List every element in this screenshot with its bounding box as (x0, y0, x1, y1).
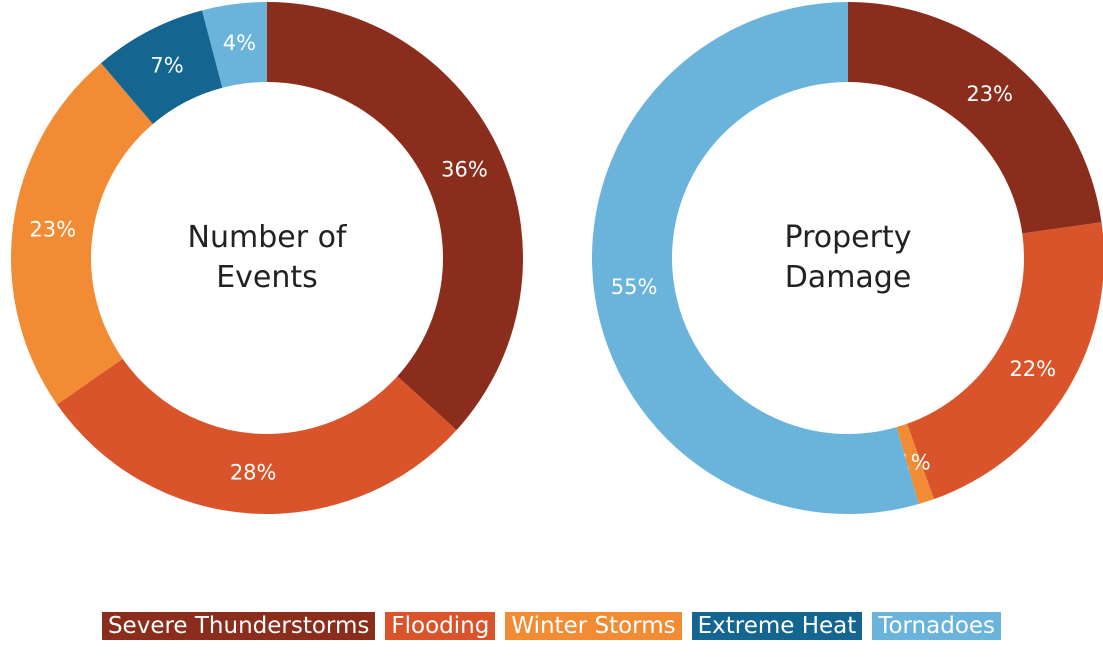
legend-item: Extreme Heat (691, 612, 863, 640)
legend-item: Severe Thunderstorms (101, 612, 376, 640)
slice (10, 63, 153, 405)
slice (267, 2, 523, 431)
slice-label: 7% (150, 53, 183, 77)
charts: 36%28%23%7%4%23%22%1%55% (10, 2, 1103, 514)
slice-label: 23% (29, 217, 76, 241)
legend-item: Winter Storms (505, 612, 682, 640)
slice (591, 2, 919, 514)
slice (907, 222, 1103, 500)
slice (896, 423, 934, 505)
slice-label: 36% (441, 158, 488, 182)
slice-label: 55% (611, 275, 658, 299)
legend-item: Tornadoes (872, 612, 1002, 640)
slice (57, 358, 457, 514)
slice-label: 22% (1009, 357, 1056, 381)
legend: Severe Thunderstorms Flooding Winter Storm… (0, 612, 1103, 640)
slice-label: 28% (230, 461, 277, 485)
chart-title: Property Damage (784, 220, 912, 295)
slice (848, 2, 1102, 234)
slice (202, 2, 267, 88)
slice-label: 4% (223, 31, 256, 55)
slice (101, 10, 223, 124)
chart-title: Number of Events (187, 220, 347, 295)
slice-label: 23% (966, 82, 1013, 106)
legend-item: Flooding (385, 612, 496, 640)
